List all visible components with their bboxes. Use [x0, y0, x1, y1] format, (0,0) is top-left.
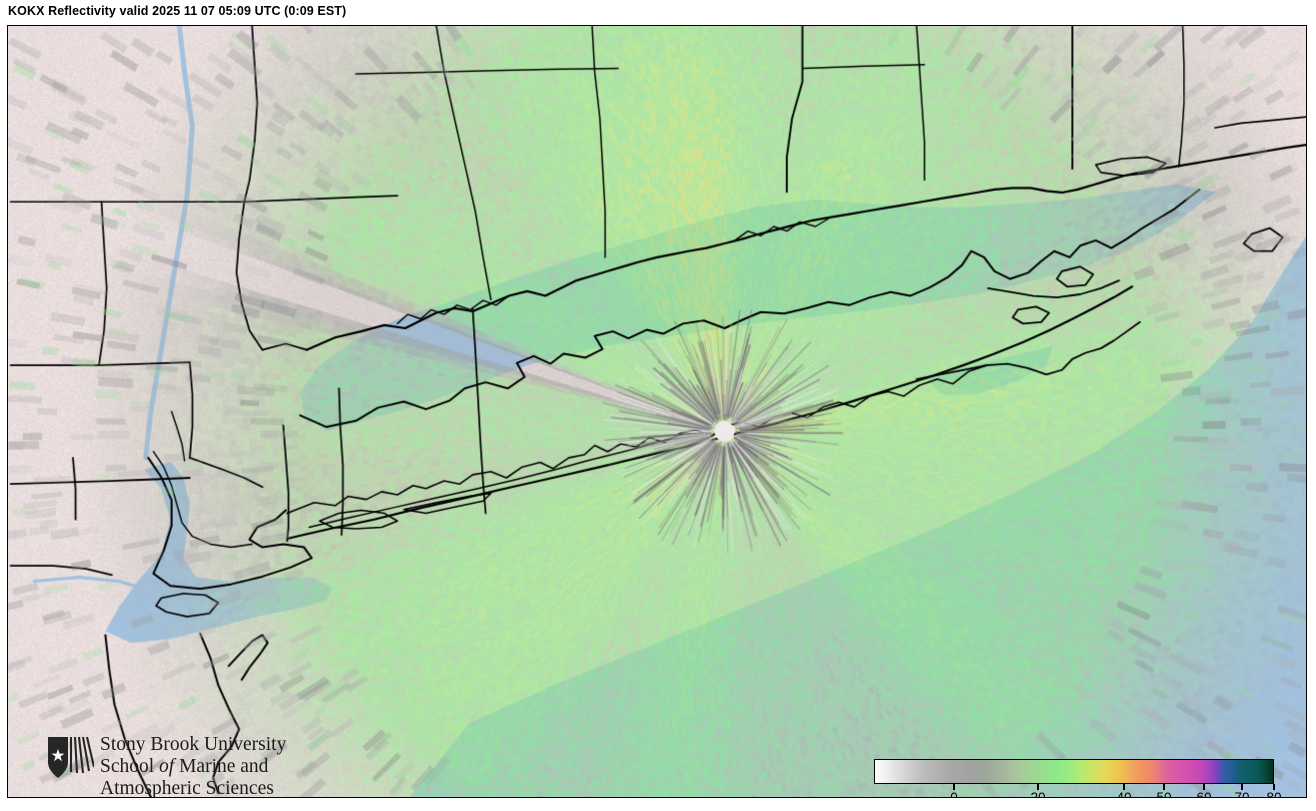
colorbar-tick-50 — [1163, 784, 1165, 790]
logo-line-2-a: School — [100, 755, 160, 777]
page-title: KOKX Reflectivity valid 2025 11 07 05:09… — [8, 4, 347, 18]
colorbar-tick-80 — [1273, 784, 1275, 790]
stony-brook-logo: Stony Brook University School of Marine … — [46, 734, 287, 798]
radar-map[interactable]: 0 20 40 50 60 70 80 Stony Brook University Sch… — [7, 25, 1307, 798]
colorbar-tick-label-0: 0 — [950, 790, 958, 798]
colorbar-tick-label-50: 50 — [1156, 790, 1172, 798]
colorbar-tick-label-40: 40 — [1116, 790, 1132, 798]
logo-text: Stony Brook University School of Marine … — [100, 734, 287, 798]
logo-line-3: Atmospheric Sciences — [100, 777, 274, 798]
logo-line-2: School of Marine and — [100, 756, 286, 778]
colorbar-tick-40 — [1123, 784, 1125, 790]
colorbar-tick-label-20: 20 — [1030, 790, 1046, 798]
colorbar-swatch — [874, 759, 1274, 784]
colorbar-tick-20 — [1037, 784, 1039, 790]
logo-line-1: Stony Brook University — [100, 734, 287, 755]
shield-star-emblem — [48, 736, 94, 778]
colorbar-tick-60 — [1203, 784, 1205, 790]
logo-line-2-italic: of — [159, 755, 175, 777]
colorbar-tick-0 — [953, 784, 955, 790]
colorbar-tick-label-70: 70 — [1234, 790, 1250, 798]
colorbar-tick-label-80: 80 — [1266, 790, 1282, 798]
radar-map-canvas[interactable] — [8, 26, 1306, 797]
colorbar-tick-70 — [1241, 784, 1243, 790]
reflectivity-colorbar-legend: 0 20 40 50 60 70 80 — [874, 759, 1282, 798]
colorbar-gradient — [875, 760, 1273, 783]
logo-line-2-b: Marine and — [174, 755, 269, 777]
colorbar-tick-label-60: 60 — [1196, 790, 1212, 798]
